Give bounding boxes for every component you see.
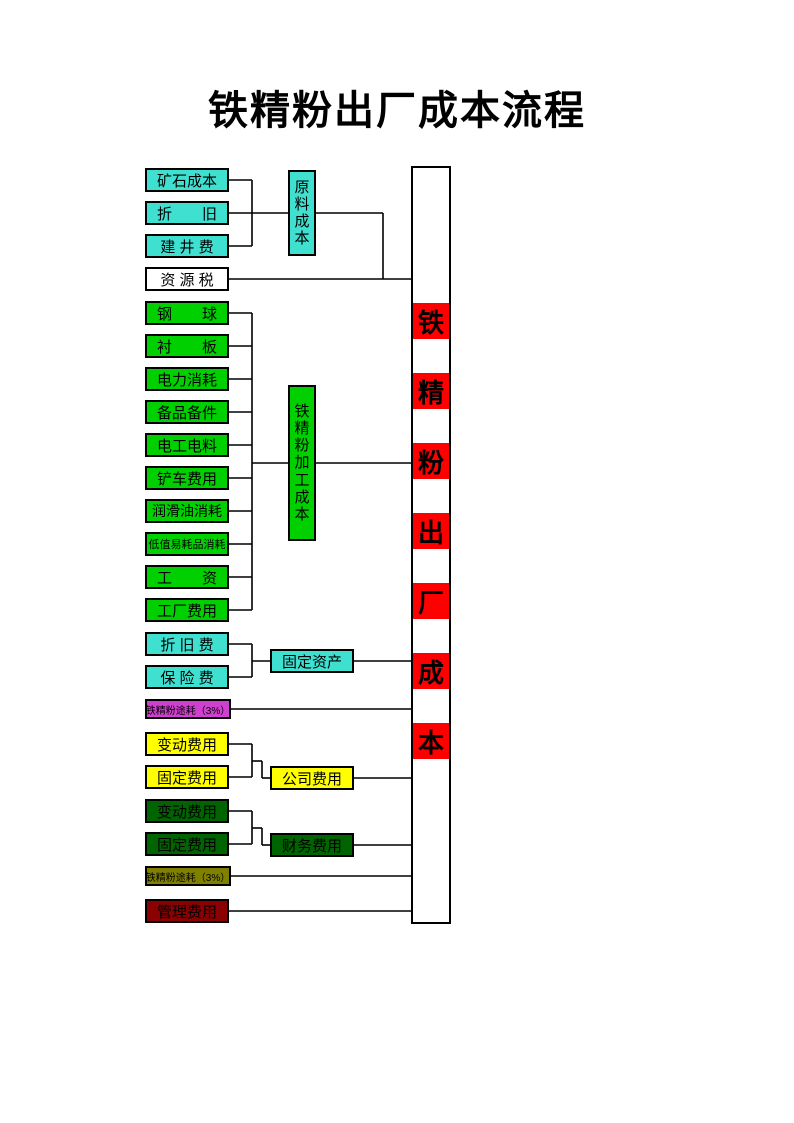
left-box-loss3a: 铁精粉途耗（3%） — [145, 699, 231, 719]
left-box-power: 电力消耗 — [145, 367, 229, 391]
left-box-factory_fee: 工厂费用 — [145, 598, 229, 622]
left-box-steel_ball: 钢 球 — [145, 301, 229, 325]
mid-box-finance_fee: 财务费用 — [270, 833, 354, 857]
mid-box-proc_cost: 铁精粉加工成本 — [288, 385, 316, 541]
left-box-var_fee2: 变动费用 — [145, 799, 229, 823]
left-box-resource_tax: 资 源 税 — [145, 267, 229, 291]
left-box-insurance: 保 险 费 — [145, 665, 229, 689]
connector-lines — [0, 0, 794, 1123]
left-box-fix_fee1: 固定费用 — [145, 765, 229, 789]
left-box-spare: 备品备件 — [145, 400, 229, 424]
mid-box-raw_cost: 原料成本 — [288, 170, 316, 256]
left-box-depreciation1: 折 旧 — [145, 201, 229, 225]
left-box-wages: 工 资 — [145, 565, 229, 589]
left-box-var_fee1: 变动费用 — [145, 732, 229, 756]
left-box-ore_cost: 矿石成本 — [145, 168, 229, 192]
left-box-lowval: 低值易耗品消耗 — [145, 532, 229, 556]
mid-box-company_fee: 公司费用 — [270, 766, 354, 790]
mid-box-fixed_asset: 固定资产 — [270, 649, 354, 673]
output-char: 厂 — [413, 583, 449, 619]
output-char: 出 — [413, 513, 449, 549]
left-box-liner: 衬 板 — [145, 334, 229, 358]
left-box-forklift: 铲车费用 — [145, 466, 229, 490]
output-char: 铁 — [413, 303, 449, 339]
page-title: 铁精粉出厂成本流程 — [0, 78, 794, 136]
left-box-lube: 润滑油消耗 — [145, 499, 229, 523]
output-char: 成 — [413, 653, 449, 689]
left-box-mgmt_fee: 管理费用 — [145, 899, 229, 923]
left-box-loss3b: 铁精粉途耗（3%） — [145, 866, 231, 886]
output-char: 本 — [413, 723, 449, 759]
left-box-fix_fee2: 固定费用 — [145, 832, 229, 856]
left-box-well_fee: 建 井 费 — [145, 234, 229, 258]
output-char: 精 — [413, 373, 449, 409]
left-box-dep_fee: 折 旧 费 — [145, 632, 229, 656]
left-box-elec_mat: 电工电料 — [145, 433, 229, 457]
output-char: 粉 — [413, 443, 449, 479]
